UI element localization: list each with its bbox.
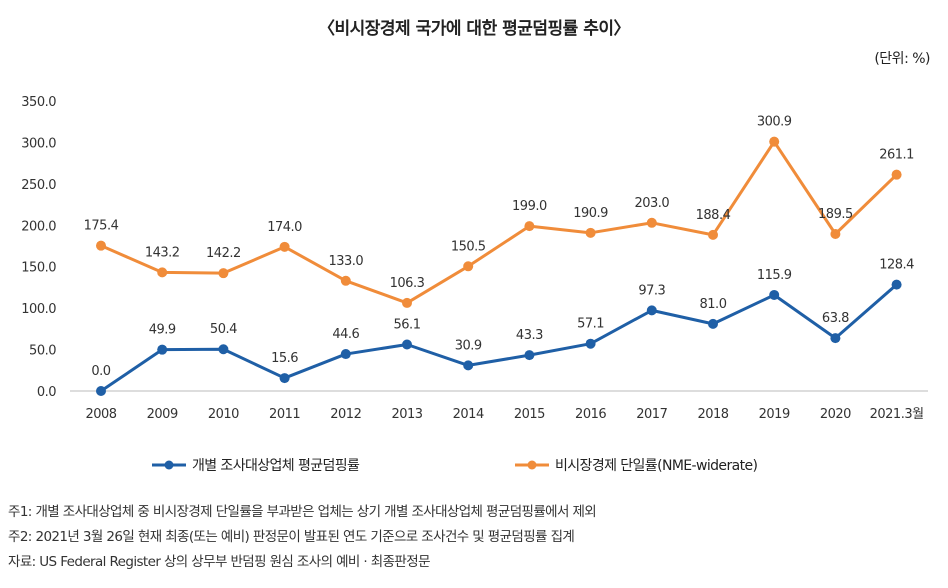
line-chart: 0.0 50.0 100.0 150.0 200.0 250.0 300.0 350.0 200… bbox=[21, 95, 928, 474]
data-label: 97.3 bbox=[638, 283, 665, 298]
data-point bbox=[830, 228, 841, 239]
data-point bbox=[218, 268, 229, 279]
x-tick-label: 2010 bbox=[208, 407, 239, 422]
data-point bbox=[463, 360, 474, 371]
data-label: 133.0 bbox=[328, 254, 363, 269]
data-point bbox=[585, 227, 596, 238]
data-label: 49.9 bbox=[149, 323, 176, 338]
x-tick-label: 2020 bbox=[820, 407, 851, 422]
data-label: 30.9 bbox=[455, 338, 482, 353]
data-point bbox=[769, 136, 780, 147]
data-label: 81.0 bbox=[700, 297, 727, 312]
data-label: 63.8 bbox=[822, 311, 849, 326]
data-point bbox=[830, 333, 841, 344]
data-label: 50.4 bbox=[210, 322, 237, 337]
legend-label: 개별 조사대상업체 평균덤핑률 bbox=[192, 458, 360, 474]
x-tick-label: 2021.3월 bbox=[870, 407, 924, 422]
y-tick-label: 250.0 bbox=[21, 178, 56, 193]
y-tick-label: 350.0 bbox=[21, 95, 56, 110]
data-label: 189.5 bbox=[818, 207, 853, 222]
notes: 주1: 개별 조사대상업체 중 비시장경제 단일률을 부과받은 업체는 상기 개… bbox=[8, 500, 597, 575]
data-point bbox=[708, 318, 718, 329]
data-label: 174.0 bbox=[267, 220, 302, 235]
data-point bbox=[96, 240, 106, 251]
data-label: 106.3 bbox=[390, 276, 425, 291]
data-label: 43.3 bbox=[516, 328, 543, 343]
data-label: 0.0 bbox=[91, 364, 110, 379]
data-point bbox=[891, 279, 902, 290]
x-tick-label: 2012 bbox=[330, 407, 361, 422]
legend-marker bbox=[527, 460, 537, 470]
data-point bbox=[524, 350, 535, 361]
data-point bbox=[279, 373, 290, 384]
x-tick-label: 2014 bbox=[453, 407, 484, 422]
y-tick-label: 200.0 bbox=[21, 219, 56, 234]
unit-label: (단위: %) bbox=[874, 51, 930, 67]
x-tick-label: 2015 bbox=[514, 407, 545, 422]
data-label: 143.2 bbox=[145, 245, 180, 260]
x-tick-label: 2019 bbox=[759, 407, 790, 422]
x-tick-label: 2013 bbox=[391, 407, 422, 422]
data-label: 190.9 bbox=[573, 206, 608, 221]
data-point bbox=[769, 289, 780, 300]
data-point bbox=[218, 344, 229, 355]
x-tick-label: 2017 bbox=[636, 407, 667, 422]
data-label: 175.4 bbox=[84, 219, 119, 234]
data-point bbox=[279, 241, 290, 252]
data-label: 44.6 bbox=[332, 327, 359, 342]
data-label: 203.0 bbox=[634, 196, 669, 211]
data-point bbox=[340, 349, 351, 360]
y-tick-label: 300.0 bbox=[21, 136, 56, 151]
x-tick-label: 2008 bbox=[85, 407, 116, 422]
data-label: 57.1 bbox=[577, 317, 604, 332]
series-line bbox=[100, 283, 898, 393]
y-tick-label: 50.0 bbox=[29, 344, 56, 359]
data-label: 188.4 bbox=[696, 208, 731, 223]
x-tick-label: 2009 bbox=[147, 407, 178, 422]
data-label: 56.1 bbox=[394, 318, 421, 333]
data-label: 150.5 bbox=[451, 239, 486, 254]
note-1: 주1: 개별 조사대상업체 중 비시장경제 단일률을 부과받은 업체는 상기 개… bbox=[8, 504, 597, 520]
data-point bbox=[340, 275, 351, 286]
legend-label: 비시장경제 단일률(NME-widerate) bbox=[555, 458, 757, 474]
data-point bbox=[157, 267, 168, 278]
data-label: 128.4 bbox=[879, 258, 914, 273]
data-point bbox=[646, 217, 657, 228]
x-tick-label: 2016 bbox=[575, 407, 606, 422]
data-label: 142.2 bbox=[206, 246, 241, 261]
series-line bbox=[100, 140, 898, 305]
data-point bbox=[463, 261, 474, 272]
chart-title: 〈비시장경제 국가에 대한 평균덤핑률 추이〉 bbox=[317, 19, 631, 39]
data-point bbox=[646, 305, 657, 316]
data-label: 261.1 bbox=[879, 148, 914, 163]
data-point bbox=[708, 229, 718, 240]
y-tick-label: 150.0 bbox=[21, 261, 56, 276]
data-point bbox=[402, 339, 412, 350]
data-label: 15.6 bbox=[271, 351, 298, 366]
data-label: 199.0 bbox=[512, 199, 547, 214]
data-point bbox=[96, 386, 106, 396]
x-tick-label: 2018 bbox=[697, 407, 728, 422]
data-point bbox=[402, 297, 412, 308]
y-tick-label: 0.0 bbox=[37, 385, 56, 400]
data-point bbox=[891, 169, 902, 180]
note-source: 자료: US Federal Register 상의 상무부 반덤핑 원심 조사… bbox=[8, 554, 431, 570]
data-point bbox=[585, 338, 596, 349]
legend-marker bbox=[164, 460, 174, 470]
data-label: 300.9 bbox=[757, 115, 792, 130]
x-tick-label: 2011 bbox=[269, 407, 300, 422]
data-label: 115.9 bbox=[757, 268, 792, 283]
data-point bbox=[524, 221, 535, 232]
data-point bbox=[157, 344, 168, 355]
y-tick-label: 100.0 bbox=[21, 302, 56, 317]
note-2: 주2: 2021년 3월 26일 현재 최종(또는 예비) 판정문이 발표된 연… bbox=[8, 529, 575, 545]
